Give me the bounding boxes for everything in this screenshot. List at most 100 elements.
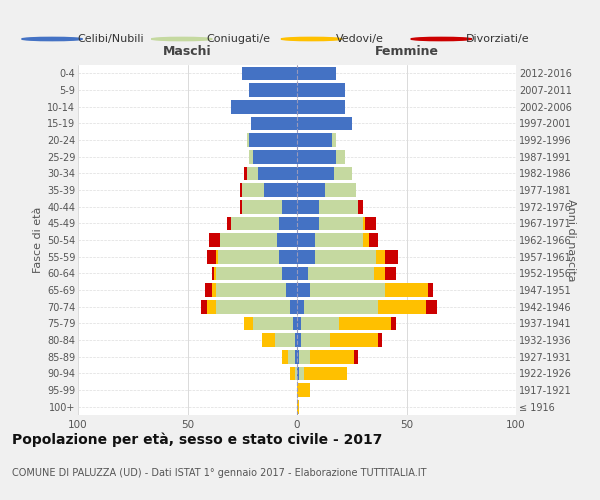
Bar <box>216 250 218 264</box>
Bar <box>251 116 297 130</box>
Text: COMUNE DI PALUZZA (UD) - Dati ISTAT 1° gennaio 2017 - Elaborazione TUTTITALIA.IT: COMUNE DI PALUZZA (UD) - Dati ISTAT 1° g… <box>12 468 427 477</box>
Bar <box>297 383 310 397</box>
Bar <box>297 250 314 264</box>
Bar <box>297 366 299 380</box>
Bar <box>354 350 358 364</box>
Bar <box>297 100 345 114</box>
Bar <box>325 183 356 197</box>
Bar <box>334 166 352 180</box>
Bar <box>378 300 426 314</box>
Bar <box>244 166 247 180</box>
Bar <box>212 283 216 297</box>
Bar <box>369 233 378 247</box>
Bar <box>299 366 304 380</box>
Bar <box>281 266 297 280</box>
Y-axis label: Fasce di età: Fasce di età <box>32 207 43 273</box>
Bar <box>297 133 332 147</box>
Bar <box>216 266 281 280</box>
Bar <box>310 283 385 297</box>
Bar <box>428 283 433 297</box>
Bar <box>297 166 334 180</box>
Bar <box>216 283 286 297</box>
Bar <box>297 216 319 230</box>
Bar <box>232 100 297 114</box>
Bar <box>281 350 288 364</box>
Bar <box>290 366 295 380</box>
Bar <box>286 283 297 297</box>
Bar <box>205 283 212 297</box>
Bar <box>220 233 277 247</box>
Bar <box>249 150 253 164</box>
Bar <box>301 316 338 330</box>
Bar <box>314 250 376 264</box>
Bar <box>363 216 365 230</box>
Bar <box>295 350 297 364</box>
Bar <box>297 116 352 130</box>
Bar <box>426 300 437 314</box>
Text: Vedovi/e: Vedovi/e <box>337 34 384 44</box>
Bar <box>297 200 319 213</box>
Circle shape <box>22 38 82 40</box>
Bar <box>297 266 308 280</box>
Bar <box>242 66 297 80</box>
Bar <box>280 250 297 264</box>
Bar <box>280 216 297 230</box>
Bar <box>264 183 297 197</box>
Bar <box>295 366 297 380</box>
Bar <box>290 300 297 314</box>
Bar <box>330 333 378 347</box>
Bar <box>214 266 216 280</box>
Bar <box>337 150 345 164</box>
Bar <box>240 183 242 197</box>
Bar <box>363 233 369 247</box>
Bar <box>216 300 290 314</box>
Bar <box>209 233 220 247</box>
Bar <box>297 283 310 297</box>
Bar <box>297 183 325 197</box>
Bar <box>319 200 358 213</box>
Bar <box>297 66 337 80</box>
Bar <box>242 200 281 213</box>
Text: Coniugati/e: Coniugati/e <box>206 34 271 44</box>
Bar <box>247 166 257 180</box>
Bar <box>297 350 299 364</box>
Bar <box>376 250 385 264</box>
Bar <box>262 333 275 347</box>
Text: Femmine: Femmine <box>374 45 439 58</box>
Bar <box>207 300 216 314</box>
Bar <box>297 150 337 164</box>
Bar <box>275 333 295 347</box>
Bar <box>378 333 382 347</box>
Y-axis label: Anni di nascita: Anni di nascita <box>566 198 576 281</box>
Bar <box>374 266 385 280</box>
Bar <box>249 133 297 147</box>
Bar <box>249 83 297 97</box>
Bar <box>314 233 363 247</box>
Bar <box>247 133 249 147</box>
Bar <box>281 200 297 213</box>
Bar <box>304 366 347 380</box>
Bar <box>207 250 216 264</box>
Circle shape <box>151 38 212 40</box>
Bar <box>297 83 345 97</box>
Bar <box>391 316 395 330</box>
Bar <box>385 250 398 264</box>
Bar <box>253 316 293 330</box>
Text: Celibi/Nubili: Celibi/Nubili <box>77 34 143 44</box>
Bar <box>365 216 376 230</box>
Bar <box>297 316 301 330</box>
Bar <box>244 316 253 330</box>
Bar <box>301 333 330 347</box>
Bar <box>200 300 207 314</box>
Bar <box>385 266 395 280</box>
Bar <box>338 316 391 330</box>
Text: Popolazione per età, sesso e stato civile - 2017: Popolazione per età, sesso e stato civil… <box>12 432 382 447</box>
Text: Divorziati/e: Divorziati/e <box>466 34 530 44</box>
Bar <box>242 183 264 197</box>
Bar <box>308 266 374 280</box>
Text: Maschi: Maschi <box>163 45 212 58</box>
Bar <box>297 300 304 314</box>
Circle shape <box>281 38 342 40</box>
Bar <box>297 333 301 347</box>
Bar <box>293 316 297 330</box>
